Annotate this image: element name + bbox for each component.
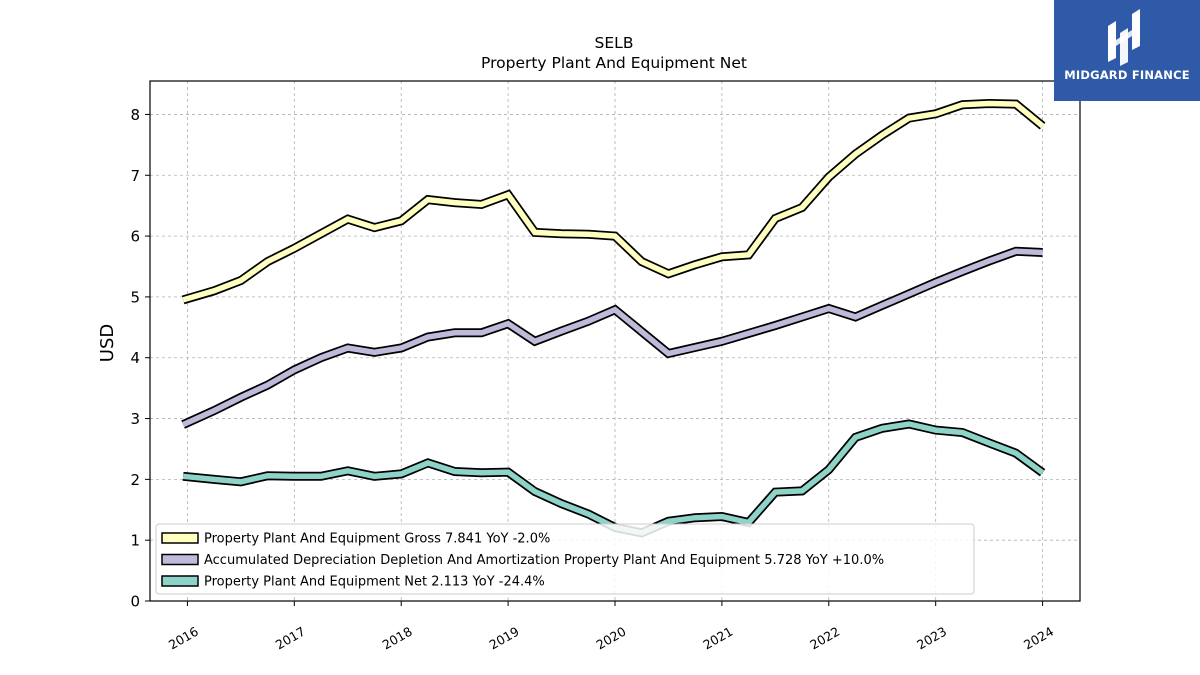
- series-2: [181, 246, 1043, 429]
- legend-label: Accumulated Depreciation Depletion And A…: [204, 553, 884, 568]
- y-tick-label: 4: [130, 349, 140, 367]
- series-line: [181, 248, 1043, 428]
- legend-item: Property Plant And Equipment Gross 7.841…: [161, 532, 550, 547]
- legend-item: Property Plant And Equipment Net 2.113 Y…: [161, 575, 545, 590]
- series-3: [182, 419, 1046, 538]
- series-line: [182, 421, 1045, 536]
- y-tick-label: 6: [130, 228, 140, 246]
- legend-swatch: [161, 532, 199, 544]
- x-tick-label: 2018: [380, 624, 415, 653]
- x-tick-label: 2020: [593, 624, 628, 653]
- series-1: [181, 98, 1046, 305]
- series-line: [182, 100, 1045, 303]
- x-tick-label: 2017: [273, 624, 308, 653]
- x-tick-label: 2021: [700, 624, 735, 653]
- legend: Property Plant And Equipment Gross 7.841…: [155, 523, 975, 595]
- midgard-finance-logo: MIDGARD FINANCE: [1054, 0, 1200, 101]
- series-line-outline: [181, 98, 1046, 305]
- legend-label: Property Plant And Equipment Gross 7.841…: [204, 532, 550, 547]
- y-axis-label: USD: [97, 324, 118, 362]
- legend-item: Accumulated Depreciation Depletion And A…: [161, 553, 884, 568]
- y-tick-label: 1: [130, 532, 140, 550]
- x-tick-label: 2016: [166, 624, 201, 653]
- legend-box: [155, 523, 975, 595]
- logo-mark-icon: [1108, 9, 1140, 66]
- y-tick-label: 2: [130, 471, 140, 489]
- x-tick-label: 2024: [1021, 624, 1056, 653]
- x-tick-label: 2019: [487, 624, 522, 653]
- legend-label: Property Plant And Equipment Net 2.113 Y…: [204, 575, 545, 590]
- y-tick-label: 0: [130, 593, 140, 611]
- legend-swatch: [161, 575, 199, 587]
- logo-text: MIDGARD FINANCE: [1064, 68, 1190, 82]
- series-line-outline: [181, 246, 1043, 429]
- y-tick-label: 3: [130, 410, 140, 428]
- chart-title: Property Plant And Equipment Net: [481, 54, 747, 72]
- x-tick-label: 2022: [807, 624, 842, 653]
- y-tick-label: 7: [130, 167, 140, 185]
- chart-ticker: SELB: [595, 34, 634, 52]
- legend-swatch: [161, 553, 199, 566]
- y-tick-label: 5: [130, 288, 140, 306]
- y-tick-label: 8: [130, 106, 140, 124]
- plot-area: 0 1 2 3 4 5 6 7 8 2016 2017 2018 2019 2020 2021 2022 202…: [130, 80, 1081, 653]
- x-tick-label: 2023: [914, 624, 949, 653]
